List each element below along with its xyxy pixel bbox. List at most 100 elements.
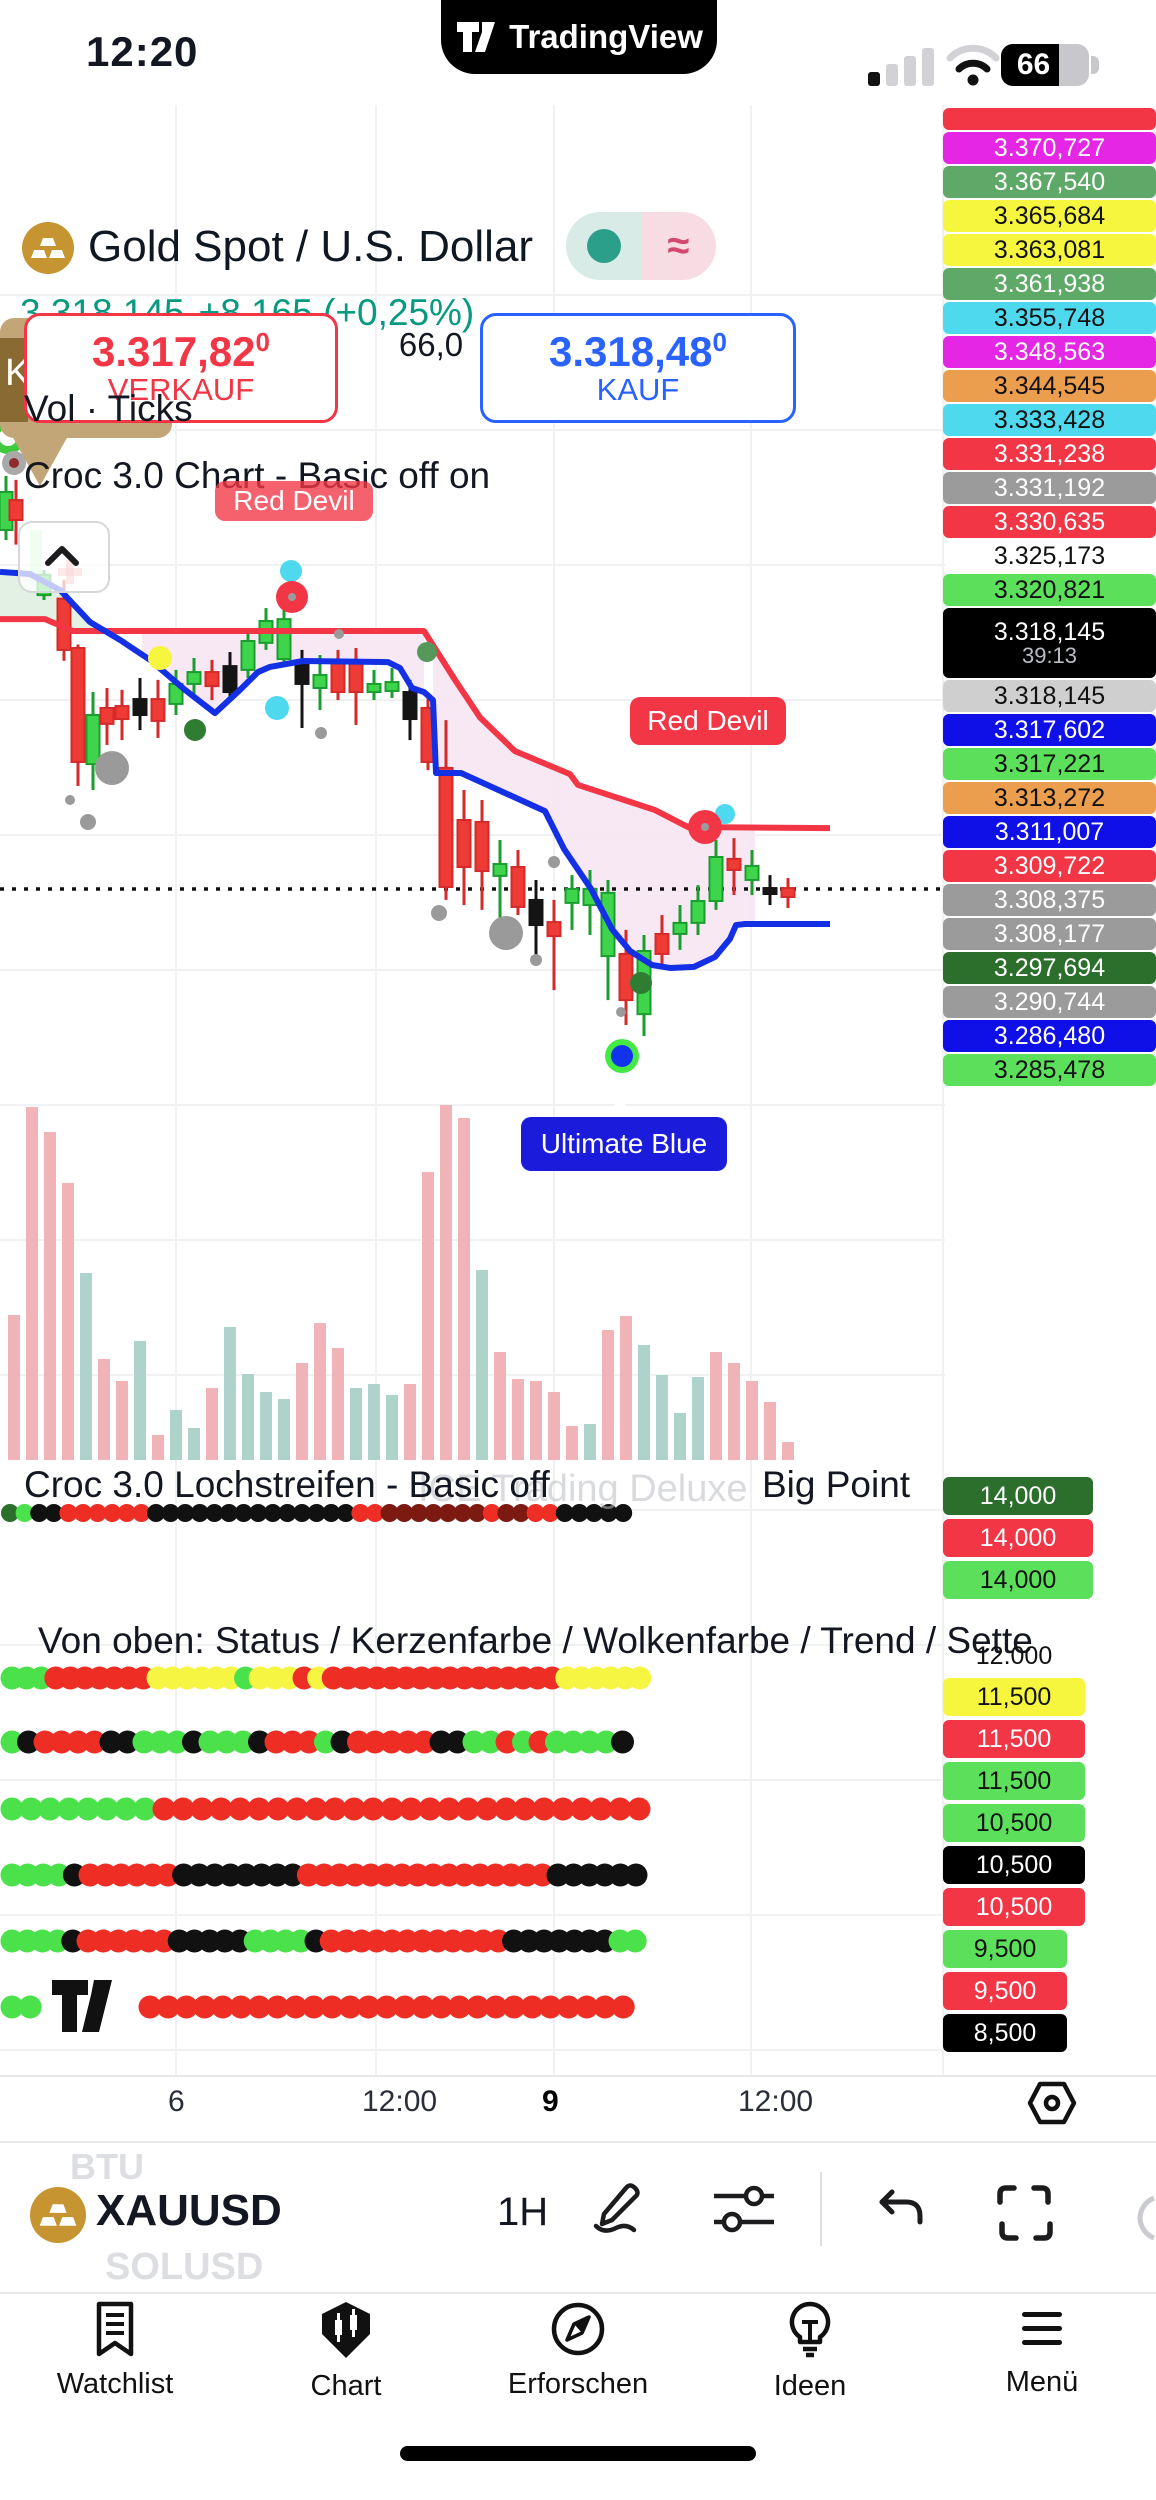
wifi-icon xyxy=(946,44,1000,86)
price-label: 3.318,145 xyxy=(943,680,1156,712)
time-axis-label: 12:00 xyxy=(738,2085,814,2118)
menu-icon xyxy=(1022,2312,1062,2345)
home-indicator[interactable] xyxy=(400,2446,756,2461)
toolbar-divider xyxy=(820,2172,822,2246)
buy-button[interactable]: 3.318,480 KAUF xyxy=(480,313,796,423)
k-order-marker-tail xyxy=(12,436,68,486)
chart-style-toggle[interactable]: ≈ xyxy=(566,212,716,280)
sell-label: VERKAUF xyxy=(107,372,255,408)
red-devil-callout-1: Red Devil xyxy=(215,481,373,521)
price-label: 3.355,748 xyxy=(943,302,1156,334)
lightbulb-icon xyxy=(789,2301,831,2358)
price-label: 8,500 xyxy=(943,2014,1067,2052)
tradingview-logo-icon xyxy=(457,22,496,52)
status-time: 12:20 xyxy=(86,28,199,75)
battery-percent: 66 xyxy=(1016,48,1051,81)
price-label: 9,500 xyxy=(943,1930,1067,1968)
price-label: 3.330,635 xyxy=(943,506,1156,538)
indicator-title-big-point[interactable]: Big Point xyxy=(762,1464,911,1505)
undo-icon[interactable] xyxy=(872,2186,924,2234)
toggle-approx-option[interactable]: ≈ xyxy=(641,212,716,280)
price-label: 3.363,081 xyxy=(943,234,1156,266)
price-label: 11,500 xyxy=(943,1762,1085,1800)
battery-icon: 66 xyxy=(1001,44,1089,86)
price-label: 3.331,192 xyxy=(943,472,1156,504)
price-label: 3.313,272 xyxy=(943,782,1156,814)
price-label: 9,500 xyxy=(943,1972,1067,2010)
nav-menu[interactable]: Menü xyxy=(942,2300,1142,2450)
price-label: 3.331,238 xyxy=(943,438,1156,470)
watermark-text: ICE Trading Deluxe xyxy=(418,1468,748,1510)
collapse-chip[interactable] xyxy=(18,521,110,593)
price-label: 3.317,602 xyxy=(943,714,1156,746)
red-devil-callout-2: Red Devil xyxy=(630,697,786,745)
watchlist-icon xyxy=(96,2301,134,2357)
price-label: 3.308,177 xyxy=(943,918,1156,950)
clipped-toolbar-icon[interactable] xyxy=(1136,2196,1156,2240)
price-label: 14,000 xyxy=(943,1561,1093,1599)
axis-settings-gear-icon[interactable] xyxy=(1026,2080,1078,2126)
gold-symbol-icon xyxy=(22,222,74,274)
price-label xyxy=(943,108,1156,130)
price-label: 3.311,007 xyxy=(943,816,1156,848)
price-label: 3.333,428 xyxy=(943,404,1156,436)
indicator-title-von-oben[interactable]: Von oben: Status / Kerzenfarbe / Wolkenf… xyxy=(38,1620,1033,1661)
toolbar-symbol[interactable]: XAUUSD xyxy=(96,2186,282,2235)
price-label: 10,500 xyxy=(943,1888,1085,1926)
buy-label: KAUF xyxy=(596,372,680,408)
fullscreen-icon[interactable] xyxy=(994,2182,1056,2244)
price-label: 14,000 xyxy=(943,1519,1093,1557)
compass-icon xyxy=(551,2302,605,2356)
price-label: 3.308,375 xyxy=(943,884,1156,916)
price-label: 3.320,821 xyxy=(943,574,1156,606)
price-label: 3.290,744 xyxy=(943,986,1156,1018)
chart-icon xyxy=(322,2302,370,2358)
toolbar-symbol-icon[interactable] xyxy=(30,2187,86,2243)
price-label: 3.325,173 xyxy=(993,541,1106,570)
price-label: 3.361,938 xyxy=(943,268,1156,300)
price-label: 3.309,722 xyxy=(943,850,1156,882)
toggle-dot-option[interactable] xyxy=(566,212,641,280)
price-label: 14,000 xyxy=(943,1477,1093,1515)
price-label: 3.370,727 xyxy=(943,132,1156,164)
price-label: 3.318,145 39:13 xyxy=(943,608,1156,678)
price-label: 3.344,545 xyxy=(943,370,1156,402)
price-label: 3.367,540 xyxy=(943,166,1156,198)
price-label: 3.365,684 xyxy=(943,200,1156,232)
signal-bars-icon xyxy=(868,48,934,86)
price-label: 11,500 xyxy=(943,1720,1085,1758)
price-label: 11,500 xyxy=(943,1678,1085,1716)
ghost-symbol-top: BTU xyxy=(70,2146,144,2187)
spread-value: 66,0 xyxy=(398,326,464,363)
dot-icon xyxy=(586,229,621,263)
price-label: 3.348,563 xyxy=(943,336,1156,368)
price-label: 10,500 xyxy=(943,1804,1085,1842)
price-label: 3.286,480 xyxy=(943,1020,1156,1052)
indicator-settings-sliders-icon[interactable] xyxy=(712,2182,776,2234)
price-label: 3.297,694 xyxy=(943,952,1156,984)
indicator-title-vol-ticks[interactable]: Vol · Ticks xyxy=(24,388,193,429)
draw-pen-icon[interactable] xyxy=(588,2176,650,2238)
ultimate-blue-callout: Ultimate Blue xyxy=(521,1117,727,1171)
price-label: 10,500 xyxy=(943,1846,1085,1884)
price-label: 12.000 xyxy=(975,1641,1053,1670)
time-axis-label: 9 xyxy=(542,2085,559,2118)
battery-nub xyxy=(1091,56,1099,74)
ghost-symbol-bottom: SOLUSD xyxy=(105,2246,264,2288)
sell-button[interactable]: 3.317,820 VERKAUF xyxy=(24,313,338,423)
nav-erforschen[interactable]: Erforschen xyxy=(478,2300,678,2450)
price-label: 3.285,478 xyxy=(943,1054,1156,1086)
toolbar-interval[interactable]: 1H xyxy=(497,2190,549,2234)
time-axis-label: 12:00 xyxy=(362,2085,438,2118)
nav-watchlist[interactable]: Watchlist xyxy=(15,2300,215,2450)
time-axis-label: 6 xyxy=(168,2085,185,2118)
tradingview-brand: TradingView xyxy=(509,18,703,55)
symbol-title[interactable]: Gold Spot / U.S. Dollar xyxy=(88,222,534,271)
price-label: 3.317,221 xyxy=(943,748,1156,780)
nav-ideen[interactable]: Ideen xyxy=(710,2300,910,2450)
main-chart[interactable] xyxy=(0,0,945,2075)
nav-chart[interactable]: Chart xyxy=(246,2300,446,2450)
tradingview-pill: TradingView xyxy=(441,0,717,74)
indicator-title-lochstreifen[interactable]: Croc 3.0 Lochstreifen - Basic off xyxy=(24,1464,550,1505)
